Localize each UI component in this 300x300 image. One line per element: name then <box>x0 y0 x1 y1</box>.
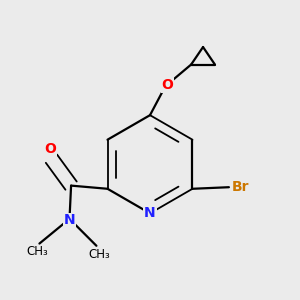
Text: CH₃: CH₃ <box>26 245 48 258</box>
Text: CH₃: CH₃ <box>89 248 110 260</box>
Text: N: N <box>64 213 75 227</box>
Text: N: N <box>144 206 156 220</box>
Text: O: O <box>44 142 56 156</box>
Text: Br: Br <box>232 180 250 194</box>
Text: O: O <box>161 78 173 92</box>
